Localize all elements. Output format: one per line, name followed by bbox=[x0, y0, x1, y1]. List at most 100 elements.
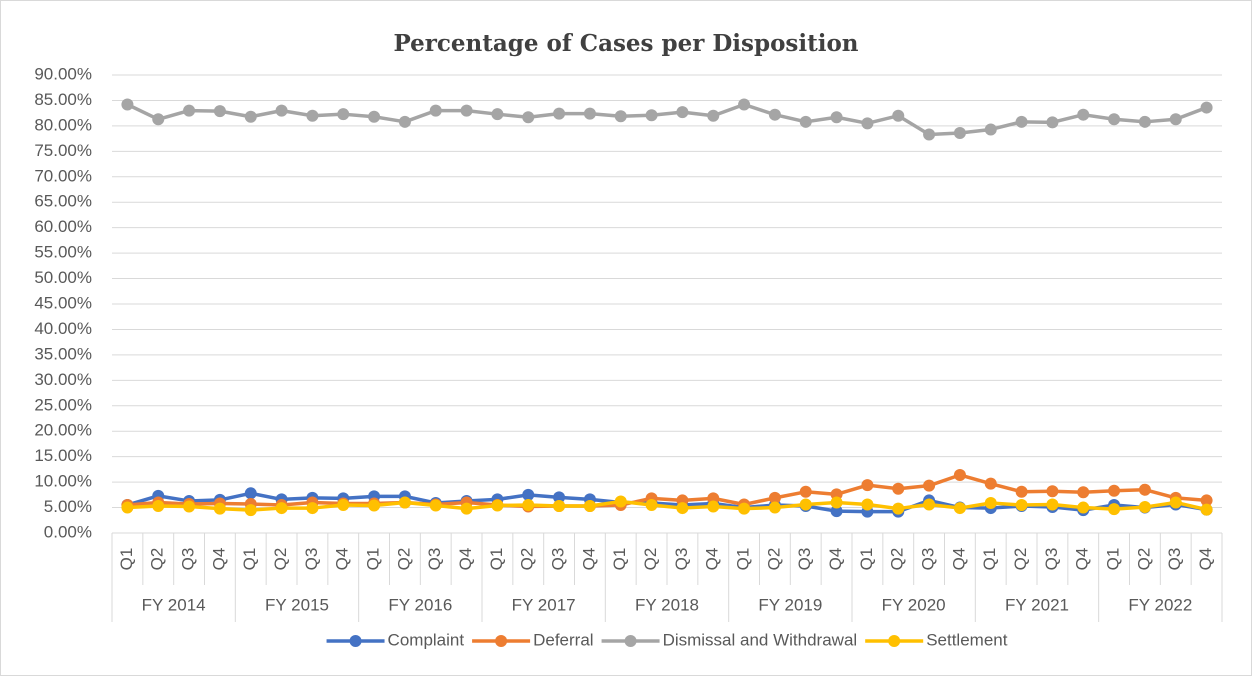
x-tick-label: Q4 bbox=[333, 548, 352, 571]
data-point bbox=[275, 104, 288, 117]
y-tick-label: 45.00% bbox=[34, 293, 92, 312]
data-point bbox=[861, 117, 874, 130]
legend-label: Deferral bbox=[533, 630, 593, 649]
x-tick-label: Q2 bbox=[148, 548, 167, 571]
data-point bbox=[738, 98, 751, 111]
y-tick-label: 65.00% bbox=[34, 192, 92, 211]
y-tick-label: 0.00% bbox=[44, 522, 92, 541]
data-point bbox=[799, 498, 812, 511]
x-tick-label: Q3 bbox=[795, 548, 814, 571]
legend-label: Dismissal and Withdrawal bbox=[663, 630, 858, 649]
legend: Complaint Deferral Dismissal and Withdrawa… bbox=[326, 630, 1008, 649]
data-point bbox=[429, 499, 442, 512]
data-point bbox=[768, 501, 781, 514]
x-tick-label: Q1 bbox=[610, 548, 629, 571]
data-point bbox=[1169, 113, 1182, 126]
chart-title: Percentage of Cases per Disposition bbox=[393, 30, 858, 57]
data-point bbox=[337, 108, 350, 121]
data-point bbox=[1200, 503, 1213, 516]
y-tick-label: 40.00% bbox=[34, 319, 92, 338]
data-point bbox=[306, 502, 319, 515]
x-tick-label: Q2 bbox=[641, 548, 660, 571]
data-point bbox=[892, 502, 905, 515]
data-point bbox=[368, 499, 381, 512]
y-tick-label: 15.00% bbox=[34, 446, 92, 465]
data-point bbox=[1046, 116, 1059, 129]
data-point bbox=[1077, 108, 1090, 121]
x-tick-label: Q3 bbox=[179, 548, 198, 571]
data-point bbox=[398, 115, 411, 128]
data-point bbox=[768, 491, 781, 504]
data-point bbox=[1015, 115, 1028, 128]
x-tick-label: Q1 bbox=[487, 548, 506, 571]
data-point bbox=[368, 110, 381, 123]
data-point bbox=[1015, 485, 1028, 498]
x-tick-label: Q1 bbox=[857, 548, 876, 571]
data-point bbox=[1169, 496, 1182, 509]
x-tick-label: Q2 bbox=[394, 548, 413, 571]
data-point bbox=[830, 496, 843, 509]
data-point bbox=[830, 505, 843, 518]
data-point bbox=[583, 107, 596, 120]
data-point bbox=[460, 104, 473, 117]
y-tick-label: 80.00% bbox=[34, 115, 92, 134]
data-point bbox=[1077, 501, 1090, 514]
legend-label: Settlement bbox=[926, 630, 1008, 649]
data-point bbox=[861, 498, 874, 511]
data-point bbox=[923, 128, 936, 141]
x-tick-label: Q3 bbox=[1165, 548, 1184, 571]
data-point bbox=[984, 123, 997, 136]
data-point bbox=[707, 500, 720, 513]
data-point bbox=[1138, 501, 1151, 514]
x-group-label: FY 2015 bbox=[265, 595, 329, 614]
data-point bbox=[830, 111, 843, 124]
data-point bbox=[799, 115, 812, 128]
data-point bbox=[522, 499, 535, 512]
y-tick-label: 55.00% bbox=[34, 243, 92, 262]
data-point bbox=[953, 502, 966, 515]
data-point bbox=[1200, 101, 1213, 114]
data-point bbox=[522, 111, 535, 124]
x-tick-label: Q2 bbox=[888, 548, 907, 571]
data-point bbox=[953, 468, 966, 481]
y-tick-label: 75.00% bbox=[34, 141, 92, 160]
legend-marker bbox=[624, 635, 637, 647]
x-group-label: FY 2019 bbox=[758, 595, 822, 614]
x-group-label: FY 2020 bbox=[882, 595, 946, 614]
x-tick-label: Q1 bbox=[980, 548, 999, 571]
data-point bbox=[1200, 494, 1213, 507]
x-tick-label: Q1 bbox=[117, 548, 136, 571]
data-point bbox=[553, 107, 566, 120]
data-point bbox=[429, 104, 442, 117]
data-point bbox=[645, 109, 658, 122]
data-point bbox=[892, 109, 905, 122]
y-tick-label: 20.00% bbox=[34, 421, 92, 440]
data-point bbox=[614, 110, 627, 123]
x-tick-label: Q3 bbox=[549, 548, 568, 571]
data-point bbox=[768, 108, 781, 121]
data-point bbox=[183, 500, 196, 513]
x-tick-label: Q2 bbox=[518, 548, 537, 571]
y-tick-label: 35.00% bbox=[34, 344, 92, 363]
data-point bbox=[398, 496, 411, 509]
x-tick-label: Q4 bbox=[456, 548, 475, 571]
data-point bbox=[244, 110, 257, 123]
x-tick-label: Q1 bbox=[734, 548, 753, 571]
data-point bbox=[861, 479, 874, 492]
x-group-label: FY 2017 bbox=[512, 595, 576, 614]
x-group-label: FY 2021 bbox=[1005, 595, 1069, 614]
data-point bbox=[1138, 115, 1151, 128]
y-tick-label: 50.00% bbox=[34, 268, 92, 287]
data-point bbox=[1077, 486, 1090, 499]
x-tick-label: Q4 bbox=[949, 548, 968, 571]
data-point bbox=[614, 495, 627, 508]
y-tick-label: 60.00% bbox=[34, 217, 92, 236]
x-group-label: FY 2014 bbox=[142, 595, 206, 614]
data-point bbox=[984, 496, 997, 509]
x-group-label: FY 2022 bbox=[1128, 595, 1192, 614]
x-tick-label: Q3 bbox=[302, 548, 321, 571]
data-point bbox=[1138, 483, 1151, 496]
x-tick-label: Q1 bbox=[1104, 548, 1123, 571]
data-point bbox=[213, 105, 226, 118]
x-group-label: FY 2018 bbox=[635, 595, 699, 614]
